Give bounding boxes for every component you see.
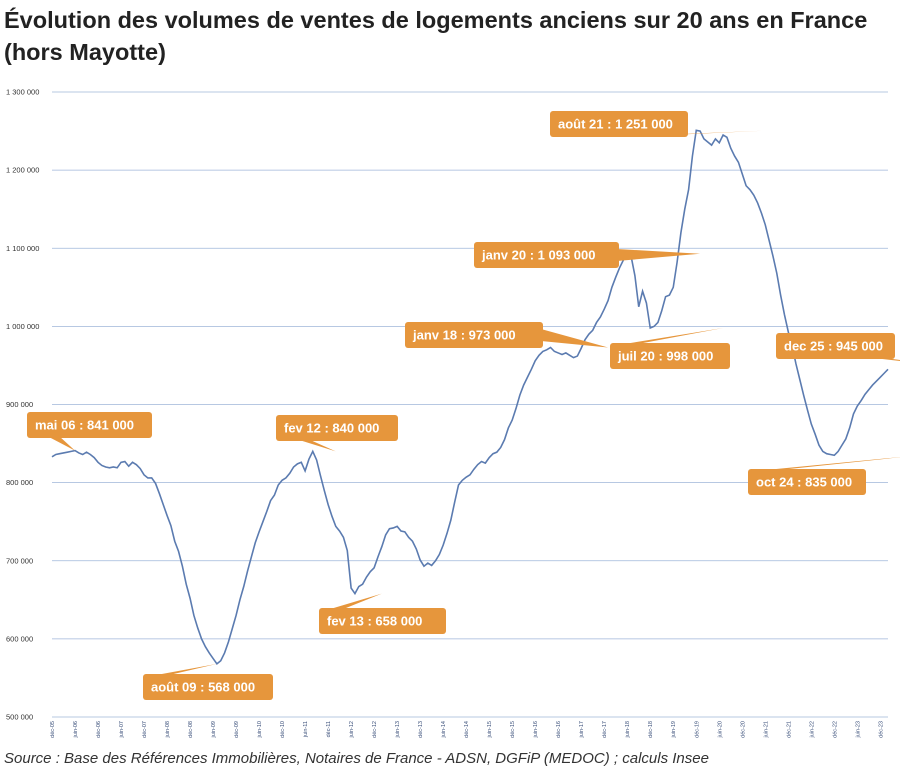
x-tick-label: juin-18: [625, 721, 631, 739]
callout-pointer: [151, 663, 217, 676]
callout-box: [550, 111, 688, 137]
callout-box: [748, 469, 866, 495]
y-tick-label: 500 000: [6, 713, 33, 722]
x-tick-label: juin-14: [441, 721, 447, 739]
callout: dec 25 : 945 000: [776, 333, 900, 362]
x-tick-label: juin-07: [119, 721, 125, 739]
x-tick-label: déc-13: [418, 721, 424, 738]
callout-pointer: [756, 457, 900, 471]
callout: janv 18 : 973 000: [405, 322, 609, 348]
x-tick-label: juin-13: [395, 721, 401, 739]
callout-pointer: [865, 357, 900, 362]
x-tick-label: déc-22: [832, 721, 838, 738]
y-tick-label: 1 100 000: [6, 244, 39, 253]
x-tick-label: déc-06: [96, 721, 102, 738]
callout: août 21 : 1 251 000: [550, 111, 773, 137]
x-tick-label: déc-05: [50, 721, 56, 738]
y-tick-label: 600 000: [6, 634, 33, 643]
callout-box: [474, 242, 619, 268]
x-tick-label: juin-20: [717, 721, 723, 739]
callout-label: janv 20 : 1 093 000: [481, 248, 595, 263]
callout-pointer: [618, 327, 724, 345]
callout: juil 20 : 998 000: [610, 327, 730, 369]
callout-label: août 21 : 1 251 000: [558, 117, 673, 132]
y-tick-label: 800 000: [6, 478, 33, 487]
x-tick-label: déc-23: [878, 721, 884, 738]
x-tick-label: juin-06: [73, 721, 79, 739]
callout-label: dec 25 : 945 000: [784, 339, 883, 354]
x-tick-label: juin-12: [349, 721, 355, 739]
y-axis-ticks: 500 000 600 000 700 000 800 000 900 000 1 000…: [6, 88, 39, 722]
x-tick-label: déc-14: [464, 721, 470, 738]
callout-pointer: [327, 593, 382, 610]
callout-label: janv 18 : 973 000: [412, 328, 516, 343]
callout-pointer: [617, 249, 701, 261]
x-tick-label: juin-16: [533, 721, 539, 739]
y-tick-label: 1 200 000: [6, 166, 39, 175]
y-tick-label: 1 300 000: [6, 88, 39, 97]
x-tick-label: juin-22: [809, 721, 815, 739]
x-tick-label: déc-08: [188, 721, 194, 738]
callout-box: [143, 674, 273, 700]
callout-box: [276, 415, 398, 441]
x-tick-label: juin-08: [165, 721, 171, 739]
x-tick-label: juin-19: [671, 721, 677, 739]
callout-box: [610, 343, 730, 369]
callout-label: août 09 : 568 000: [151, 680, 255, 695]
x-tick-label: déc-10: [280, 721, 286, 738]
x-axis-ticks: déc-05 juin-06 déc-06 juin-07 déc-07 juin-08 d…: [50, 721, 884, 739]
x-tick-label: déc-15: [510, 721, 516, 738]
x-tick-label: juin-21: [763, 721, 769, 739]
x-tick-label: juin-17: [579, 721, 585, 739]
callout-label: fev 13 : 658 000: [327, 614, 422, 629]
x-tick-label: déc-11: [326, 721, 332, 737]
callout-label: mai 06 : 841 000: [35, 418, 134, 433]
callout: janv 20 : 1 093 000: [474, 242, 701, 268]
callout: mai 06 : 841 000: [27, 412, 152, 451]
x-tick-label: déc-19: [694, 721, 700, 738]
y-tick-label: 1 000 000: [6, 322, 39, 331]
source-note: Source : Base des Références Immobilière…: [4, 750, 709, 767]
x-tick-label: juin-11: [303, 721, 309, 738]
x-tick-label: déc-09: [234, 721, 240, 738]
callout-pointer: [296, 439, 336, 452]
x-tick-label: déc-12: [372, 721, 378, 738]
x-tick-label: juin-10: [257, 721, 263, 739]
callout-box: [27, 412, 152, 438]
y-tick-label: 700 000: [6, 556, 33, 565]
callout: fev 13 : 658 000: [319, 593, 446, 634]
annotations: mai 06 : 841 000 août 09 : 568 000 fev 12 …: [27, 111, 900, 700]
callout-label: juil 20 : 998 000: [617, 349, 713, 364]
x-tick-label: juin-15: [487, 721, 493, 739]
y-tick-label: 900 000: [6, 400, 33, 409]
callout-label: oct 24 : 835 000: [756, 475, 852, 490]
gridlines: [52, 91, 888, 718]
x-tick-label: déc-17: [602, 721, 608, 738]
x-tick-label: déc-20: [740, 721, 746, 738]
callout: fev 12 : 840 000: [276, 415, 398, 452]
series-line: [51, 129, 889, 666]
x-tick-label: juin-23: [855, 721, 861, 739]
x-tick-label: déc-18: [648, 721, 654, 738]
x-tick-label: déc-07: [142, 721, 148, 738]
callout: août 09 : 568 000: [143, 663, 273, 700]
callout-pointer: [541, 329, 609, 348]
chart-title: Évolution des volumes de ventes de logem…: [4, 7, 868, 65]
callout-box: [405, 322, 543, 348]
callout-label: fev 12 : 840 000: [284, 421, 379, 436]
callout-box: [319, 608, 446, 634]
callout-box: [776, 333, 895, 359]
x-tick-label: juin-09: [211, 721, 217, 739]
x-tick-label: déc-21: [786, 721, 792, 738]
callout: oct 24 : 835 000: [748, 457, 900, 495]
x-tick-label: déc-16: [556, 721, 562, 738]
callout-pointer: [47, 436, 76, 451]
